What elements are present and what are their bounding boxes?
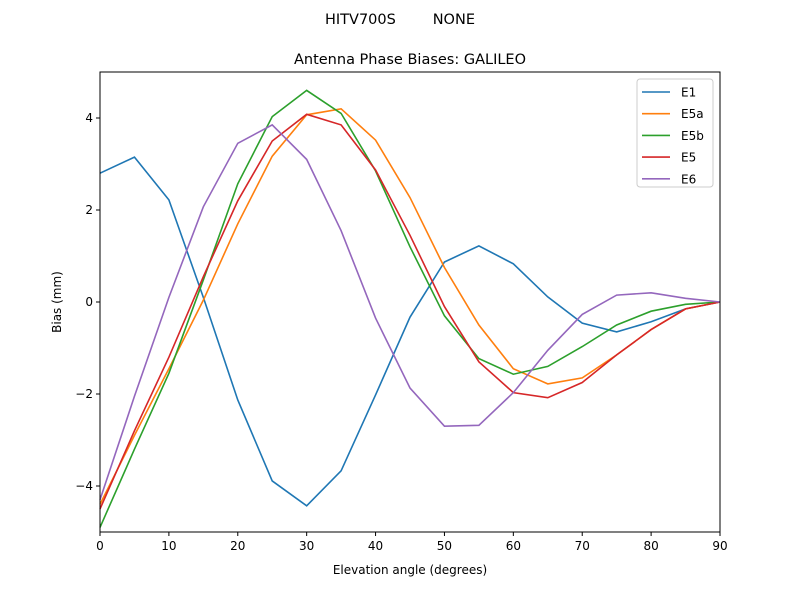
y-tick-label: 0 <box>85 295 93 309</box>
x-tick-label: 70 <box>575 539 590 553</box>
y-tick-label: 4 <box>85 111 93 125</box>
legend-label: E6 <box>681 172 696 186</box>
x-tick-label: 10 <box>161 539 176 553</box>
legend: E1 E5a E5b E5 E6 <box>637 79 713 187</box>
series-line-e1 <box>100 157 720 506</box>
series-line-e5b <box>100 90 720 527</box>
y-tick-label: 2 <box>85 203 93 217</box>
suptitle: HITV700S NONE <box>325 12 475 28</box>
legend-label: E5a <box>681 107 704 121</box>
x-tick-label: 50 <box>437 539 452 553</box>
legend-label: E1 <box>681 86 696 100</box>
x-tick-label: 40 <box>368 539 383 553</box>
series-line-e5 <box>100 114 720 509</box>
y-tick-label: −4 <box>75 479 93 493</box>
x-tick-label: 90 <box>712 539 727 553</box>
legend-label: E5b <box>681 129 704 143</box>
x-tick-label: 30 <box>299 539 314 553</box>
x-tick-label: 80 <box>643 539 658 553</box>
x-tick-label: 60 <box>506 539 521 553</box>
chart-title: Antenna Phase Biases: GALILEO <box>294 52 526 68</box>
legend-label: E5 <box>681 151 696 165</box>
y-axis-label: Bias (mm) <box>50 271 64 333</box>
x-axis-label: Elevation angle (degrees) <box>333 563 487 577</box>
x-tick-label: 0 <box>96 539 104 553</box>
x-tick-label: 20 <box>230 539 245 553</box>
y-tick-label: −2 <box>75 387 93 401</box>
series-line-e6 <box>100 125 720 500</box>
